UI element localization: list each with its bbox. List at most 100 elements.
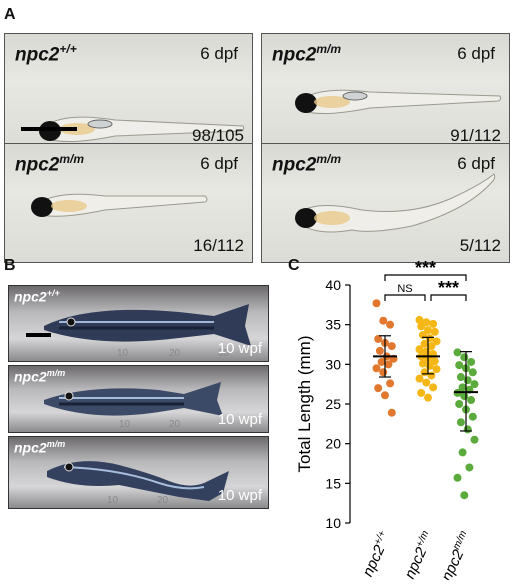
fish-genotype-3: npc2m/m	[14, 439, 66, 456]
data-point	[432, 365, 441, 374]
data-point	[453, 348, 462, 357]
data-point	[468, 412, 477, 421]
data-point	[455, 361, 464, 370]
data-point	[429, 383, 438, 392]
data-point	[424, 326, 432, 335]
data-point	[375, 346, 384, 355]
fish-age-2: 10 wpf	[217, 411, 262, 428]
adult-fish-panel-1: npc2+/+ 10 20 30 10 wpf	[8, 285, 269, 362]
significance-label: NS	[397, 283, 412, 295]
data-point	[463, 376, 472, 385]
data-point	[372, 364, 381, 373]
data-point	[430, 327, 439, 336]
data-point	[422, 378, 431, 387]
adult-fish-image	[47, 461, 229, 501]
ruler-tick: 10	[107, 495, 119, 506]
x-category-label-base: npc2	[438, 547, 467, 580]
data-point	[387, 342, 396, 351]
y-tick-label: 25	[325, 396, 341, 412]
x-category-label: npc2m/m	[437, 529, 475, 580]
data-point	[460, 491, 469, 500]
data-point	[467, 357, 476, 366]
significance-label: ***	[415, 260, 436, 278]
data-point	[470, 435, 479, 444]
larva-panel-3: npc2m/m 6 dpf 16/112	[4, 143, 253, 263]
data-point	[463, 425, 472, 434]
x-category-label: npc2+/+	[358, 529, 394, 579]
significance-bracket	[384, 274, 467, 281]
data-point	[381, 391, 389, 400]
data-point	[424, 393, 432, 402]
x-category-label-base: npc2	[359, 542, 388, 579]
data-point	[470, 380, 479, 389]
data-point	[427, 342, 436, 351]
scale-bar	[26, 333, 51, 337]
data-point	[458, 448, 467, 457]
x-category-label-superscript: +/m	[414, 529, 431, 549]
data-point	[418, 359, 427, 368]
data-point	[455, 400, 464, 408]
larva-genotype-1: npc2+/+	[15, 42, 77, 66]
y-tick-label: 40	[325, 277, 341, 293]
y-tick-label: 35	[325, 317, 341, 333]
larva-genotype-3: npc2m/m	[15, 152, 85, 176]
ruler-tick: 30	[218, 348, 230, 359]
x-category-label-base: npc2	[401, 544, 430, 580]
adult-fish-panel-2: npc2m/m 10 20 10 wpf	[8, 365, 269, 433]
data-point	[415, 345, 424, 354]
larva-count-3: 16/112	[193, 236, 244, 255]
significance-label: ***	[438, 278, 459, 298]
larva-count-4: 5/112	[459, 236, 501, 255]
fish-age-3: 10 wpf	[217, 487, 262, 504]
larva-age-1: 6 dpf	[200, 44, 238, 63]
panel-a-letter: A	[4, 6, 16, 23]
data-point	[460, 392, 469, 401]
larva-image	[31, 193, 208, 217]
data-point	[468, 368, 477, 377]
data-point	[384, 360, 393, 369]
ruler-tick: 20	[157, 495, 169, 506]
data-point	[386, 379, 395, 388]
data-point	[430, 357, 439, 366]
data-point	[386, 320, 395, 329]
larva-image	[295, 89, 502, 115]
y-tick-label: 10	[325, 515, 341, 531]
larva-age-4: 6 dpf	[457, 154, 495, 173]
data-point	[456, 418, 465, 427]
larva-panel-2: npc2m/m 6 dpf 91/112	[261, 33, 510, 153]
data-point	[453, 473, 462, 482]
y-tick-label: 30	[325, 356, 341, 372]
fish-age-1: 10 wpf	[217, 340, 262, 357]
ruler-tick: 10	[119, 419, 131, 430]
data-point	[460, 353, 469, 362]
ruler-tick: 10	[117, 348, 129, 359]
adult-fish-image	[44, 382, 223, 416]
x-category-label-superscript: +/+	[372, 529, 388, 547]
larva-age-2: 6 dpf	[457, 44, 495, 63]
adult-fish-panel-3: npc2m/m 10 20 10 wpf	[8, 436, 269, 509]
significance-bracket	[430, 294, 467, 301]
larva-panel-1: npc2+/+ 6 dpf 98/105	[4, 33, 253, 153]
data-point	[417, 322, 426, 331]
data-point	[429, 319, 438, 328]
ruler-tick: 20	[169, 348, 181, 359]
data-point	[465, 463, 474, 472]
data-point	[415, 315, 424, 324]
data-point	[467, 396, 476, 405]
ruler-tick: 20	[169, 419, 181, 430]
data-point	[417, 388, 426, 397]
y-tick-label: 15	[325, 475, 341, 491]
adult-fish-image	[44, 304, 251, 346]
larva-panel-4: npc2m/m 6 dpf 5/112	[261, 143, 510, 263]
data-point	[458, 383, 467, 392]
data-point	[379, 368, 388, 377]
data-point	[377, 357, 386, 366]
fish-genotype-2: npc2m/m	[14, 368, 66, 385]
data-point	[374, 384, 383, 393]
data-point	[372, 299, 381, 308]
data-point	[415, 374, 424, 383]
x-category-label: npc2+/m	[400, 529, 437, 580]
x-category-label-superscript: m/m	[451, 529, 469, 551]
y-axis-label: Total Length (mm)	[295, 336, 314, 473]
